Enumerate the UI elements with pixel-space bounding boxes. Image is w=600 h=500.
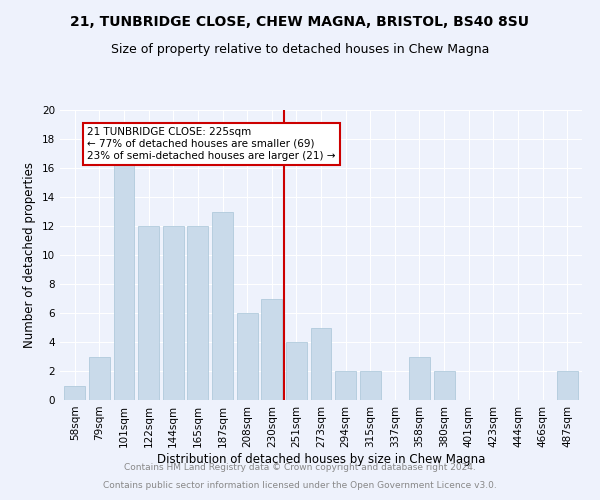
- Bar: [360, 371, 381, 400]
- Bar: [286, 342, 307, 400]
- Text: 21, TUNBRIDGE CLOSE, CHEW MAGNA, BRISTOL, BS40 8SU: 21, TUNBRIDGE CLOSE, CHEW MAGNA, BRISTOL…: [71, 15, 530, 29]
- Bar: [212, 212, 233, 400]
- Bar: [335, 371, 356, 400]
- Bar: [409, 356, 430, 400]
- Bar: [236, 313, 257, 400]
- Bar: [261, 298, 282, 400]
- Bar: [187, 226, 208, 400]
- Bar: [89, 356, 110, 400]
- Text: Contains public sector information licensed under the Open Government Licence v3: Contains public sector information licen…: [103, 481, 497, 490]
- Y-axis label: Number of detached properties: Number of detached properties: [23, 162, 37, 348]
- Text: Contains HM Land Registry data © Crown copyright and database right 2024.: Contains HM Land Registry data © Crown c…: [124, 464, 476, 472]
- Bar: [163, 226, 184, 400]
- Bar: [64, 386, 85, 400]
- Bar: [434, 371, 455, 400]
- Text: 21 TUNBRIDGE CLOSE: 225sqm
← 77% of detached houses are smaller (69)
23% of semi: 21 TUNBRIDGE CLOSE: 225sqm ← 77% of deta…: [87, 128, 335, 160]
- Bar: [557, 371, 578, 400]
- Bar: [113, 139, 134, 400]
- X-axis label: Distribution of detached houses by size in Chew Magna: Distribution of detached houses by size …: [157, 452, 485, 466]
- Text: Size of property relative to detached houses in Chew Magna: Size of property relative to detached ho…: [111, 42, 489, 56]
- Bar: [311, 328, 331, 400]
- Bar: [138, 226, 159, 400]
